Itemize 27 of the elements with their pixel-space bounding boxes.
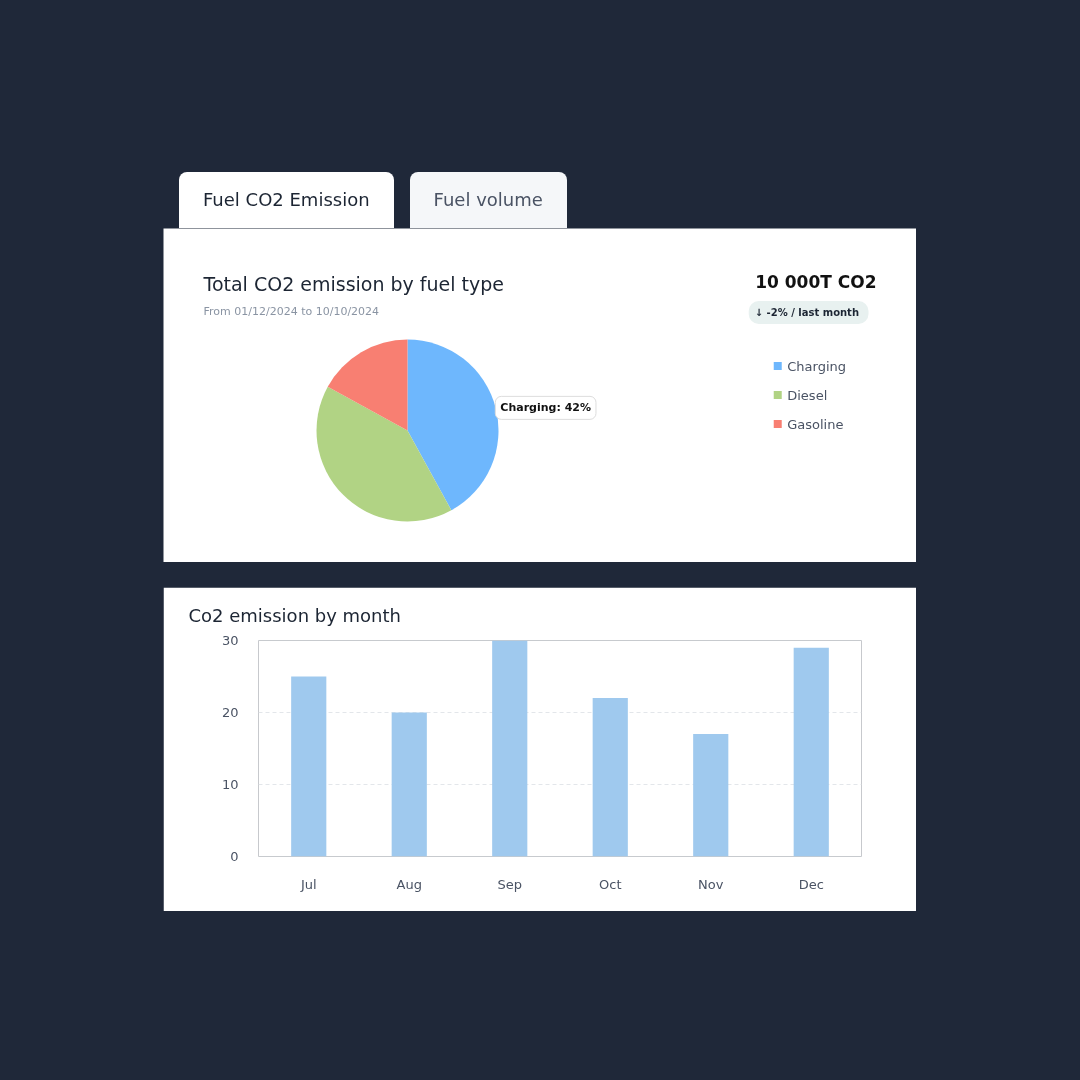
x-tick-label: Jul	[299, 876, 317, 892]
legend-label: Charging	[787, 358, 846, 374]
text: Fuel CO2 Emission	[203, 188, 370, 212]
text: ↓ -2% / last month	[754, 306, 860, 318]
y-tick-label: 20	[221, 704, 239, 720]
chart-subtitle: From 01/12/2024 to 10/10/2024	[203, 304, 380, 318]
text: 10 000T CO2	[755, 271, 877, 292]
y-tick-label: 30	[221, 632, 239, 648]
y-tick-label: 0	[230, 848, 239, 864]
x-tick-label: Oct	[599, 876, 622, 892]
chart-title: Co2 emission by month	[188, 604, 401, 626]
chart-title: Total CO2 emission by fuel type	[202, 272, 505, 295]
text: Fuel volume	[433, 188, 543, 212]
x-tick-label: Nov	[698, 876, 724, 892]
bar	[693, 733, 729, 857]
bar	[291, 676, 327, 857]
bar	[592, 697, 628, 857]
x-tick-label: Sep	[497, 876, 523, 892]
y-tick-label: 10	[221, 776, 239, 792]
bar	[492, 640, 528, 857]
text: Charging: 42%	[500, 401, 591, 415]
x-tick-label: Dec	[798, 876, 824, 892]
bar	[391, 712, 427, 857]
legend-label: Diesel	[787, 387, 828, 403]
bar	[793, 647, 829, 857]
legend-label: Gasoline	[787, 416, 844, 432]
x-tick-label: Aug	[396, 876, 422, 892]
